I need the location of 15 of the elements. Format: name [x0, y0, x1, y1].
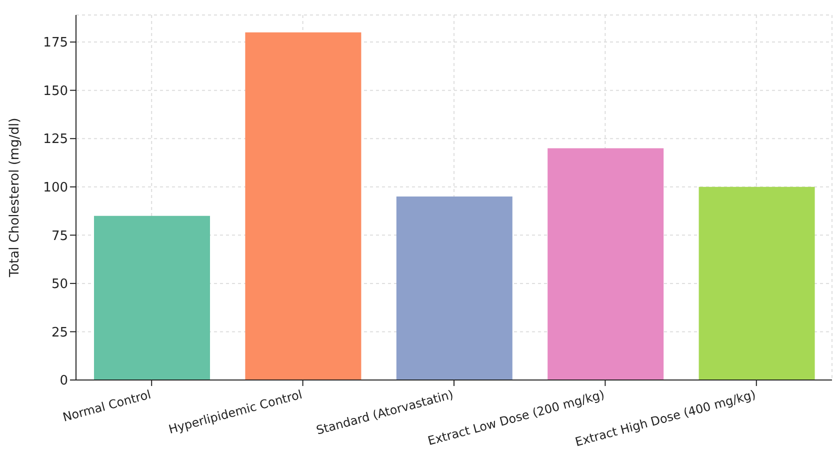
y-tick-label: 175: [43, 36, 68, 51]
bar: [548, 148, 664, 380]
bar: [245, 32, 362, 380]
bar: [698, 186, 815, 380]
y-tick-label: 75: [51, 228, 68, 244]
y-tick-label: 0: [60, 374, 68, 389]
y-tick-label: 25: [51, 325, 68, 340]
y-tick-label: 50: [51, 277, 68, 292]
y-tick-label: 125: [43, 132, 68, 148]
y-tick-label: 150: [43, 84, 68, 99]
y-tick-label: 100: [43, 180, 68, 196]
x-tick-label: Normal Control: [61, 387, 152, 424]
y-axis-title: Total Cholesterol (mg/dl): [8, 118, 23, 278]
bar: [396, 196, 512, 380]
bar: [94, 216, 210, 380]
